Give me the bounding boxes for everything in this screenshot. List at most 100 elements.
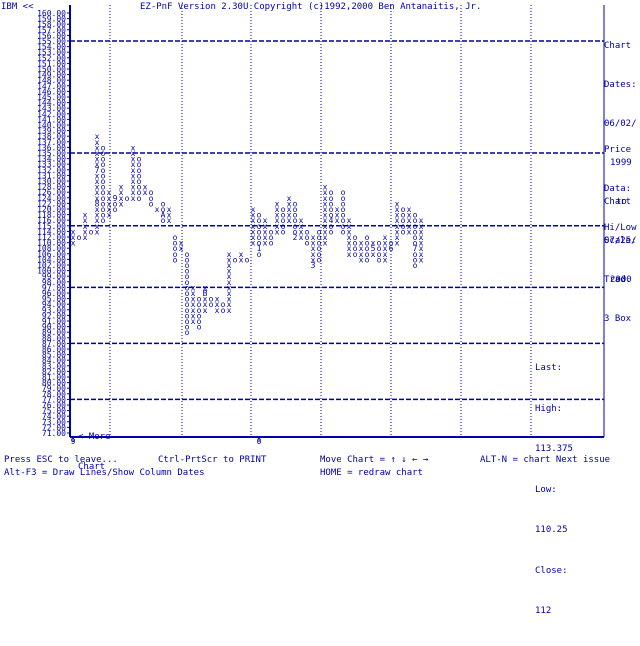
pnf-o-mark: 7 <box>413 244 418 253</box>
pnf-x-mark: x <box>191 295 196 304</box>
end-date: 07/25/ <box>604 236 637 246</box>
pnf-o-mark: o <box>173 250 178 259</box>
pnf-x-mark: x <box>407 205 412 214</box>
pnf-x-mark: 8 <box>95 199 100 208</box>
pnf-o-mark: 6 <box>389 244 394 253</box>
y-tick-label: 106.00 <box>37 250 66 259</box>
y-tick-label: 153.00 <box>37 48 66 57</box>
y-tick-label: 133.00 <box>37 160 66 169</box>
pnf-o-mark: o <box>281 211 286 220</box>
pnf-x-mark: x <box>131 155 136 164</box>
pnf-o-mark: o <box>329 211 334 220</box>
pnf-o-mark: o <box>329 205 334 214</box>
chart-dates-label: Chart <box>604 41 632 51</box>
pnf-x-mark: x <box>323 211 328 220</box>
pnf-x-mark: x <box>347 216 352 225</box>
pnf-x-mark: x <box>107 205 112 214</box>
pnf-x-mark: x <box>191 311 196 320</box>
y-tick-label: 122.00 <box>37 199 66 208</box>
pnf-o-mark: o <box>281 216 286 225</box>
y-tick-label: 149.00 <box>37 71 66 80</box>
pnf-x-mark: x <box>167 205 172 214</box>
pnf-x-mark: x <box>359 244 364 253</box>
pnf-x-mark: x <box>95 222 100 231</box>
pnf-o-mark: 1 <box>257 244 262 253</box>
pnf-x-mark: x <box>95 132 100 141</box>
pnf-o-mark: o <box>305 233 310 242</box>
y-tick-label: 160.00 <box>37 9 66 18</box>
pnf-o-mark: o <box>197 295 202 304</box>
pnf-o-mark: o <box>113 205 118 214</box>
pnf-x-mark: x <box>191 306 196 315</box>
pnf-o-mark: o <box>161 216 166 225</box>
pnf-x-mark: x <box>419 233 424 242</box>
pnf-x-mark: x <box>227 289 232 298</box>
pnf-o-mark: o <box>269 227 274 236</box>
close-value: 112 <box>535 606 552 616</box>
y-tick-label: 74.00 <box>42 412 66 421</box>
pnf-o-mark: o <box>317 227 322 236</box>
pnf-x-mark: x <box>383 244 388 253</box>
y-tick-label: 88.00 <box>42 334 66 343</box>
y-tick-label: 118.00 <box>37 211 66 220</box>
pnf-x-mark: x <box>311 250 316 259</box>
pnf-x-mark: x <box>95 188 100 197</box>
pnf-o-mark: o <box>197 300 202 309</box>
y-tick-label: 102.00 <box>37 261 66 270</box>
pnf-x-mark: 3 <box>311 261 316 270</box>
pnf-o-mark: o <box>209 295 214 304</box>
y-tick-label: 87.00 <box>42 339 66 348</box>
y-tick-label: 136.00 <box>37 143 66 152</box>
y-tick-label: 92.00 <box>42 311 66 320</box>
pnf-o-mark: o <box>413 239 418 248</box>
pnf-o-mark: o <box>101 211 106 220</box>
pnf-o-mark: o <box>317 239 322 248</box>
pnf-x-mark: x <box>203 295 208 304</box>
pnf-x-mark: x <box>95 149 100 158</box>
pnf-o-mark: o <box>101 188 106 197</box>
y-tick-label: 145.00 <box>37 93 66 102</box>
pnf-x-mark: x <box>191 289 196 298</box>
to-label: to <box>616 197 627 207</box>
pnf-x-mark: x <box>203 283 208 292</box>
pnf-x-mark: x <box>311 255 316 264</box>
y-tick-label: 116.00 <box>37 216 66 225</box>
pnf-o-mark: o <box>257 233 262 242</box>
pnf-o-mark: o <box>173 233 178 242</box>
pnf-x-mark: x <box>95 177 100 186</box>
pnf-x-mark: x <box>263 216 268 225</box>
pnf-x-mark: x <box>299 233 304 242</box>
pnf-o-mark: o <box>137 160 142 169</box>
pnf-x-mark: x <box>251 222 256 231</box>
pnf-x-mark: x <box>95 138 100 147</box>
pnf-x-mark: x <box>95 171 100 180</box>
pnf-x-mark: x <box>251 227 256 236</box>
pnf-o-mark: o <box>185 267 190 276</box>
chart-dates-label2: Dates: <box>604 80 637 90</box>
pnf-o-mark: o <box>221 300 226 309</box>
window-title: EZ-PnF Version 2.30U Copyright (c)1992,2… <box>140 2 482 12</box>
pnf-x-mark: x <box>71 227 76 236</box>
pnf-o-mark: o <box>413 250 418 259</box>
pnf-o-mark: o <box>257 239 262 248</box>
pnf-x-mark: x <box>287 194 292 203</box>
more-chart-label[interactable]: <-More Chart <box>78 412 111 492</box>
price-data-panel: Price Data: Hi/Low <box>604 118 637 261</box>
pnf-o-mark: o <box>353 233 358 242</box>
draw-lines-hint: Alt-F3 = Draw Lines/Show Column Dates <box>4 468 205 478</box>
pnf-o-mark: o <box>221 306 226 315</box>
y-tick-label: 90.00 <box>42 323 66 332</box>
pnf-x-mark: x <box>263 222 268 231</box>
pnf-o-mark: 4 <box>329 216 334 225</box>
pnf-x-mark: x <box>251 211 256 220</box>
pnf-x-mark: x <box>323 216 328 225</box>
end-year: 2000 <box>610 275 632 285</box>
pnf-x-mark: x <box>191 283 196 292</box>
pnf-x-mark: x <box>203 300 208 309</box>
pnf-o-mark: o <box>413 261 418 270</box>
pnf-x-mark: x <box>275 205 280 214</box>
pnf-x-mark: x <box>143 183 148 192</box>
pnf-x-mark: x <box>395 211 400 220</box>
pnf-o-mark: 9 <box>113 194 118 203</box>
